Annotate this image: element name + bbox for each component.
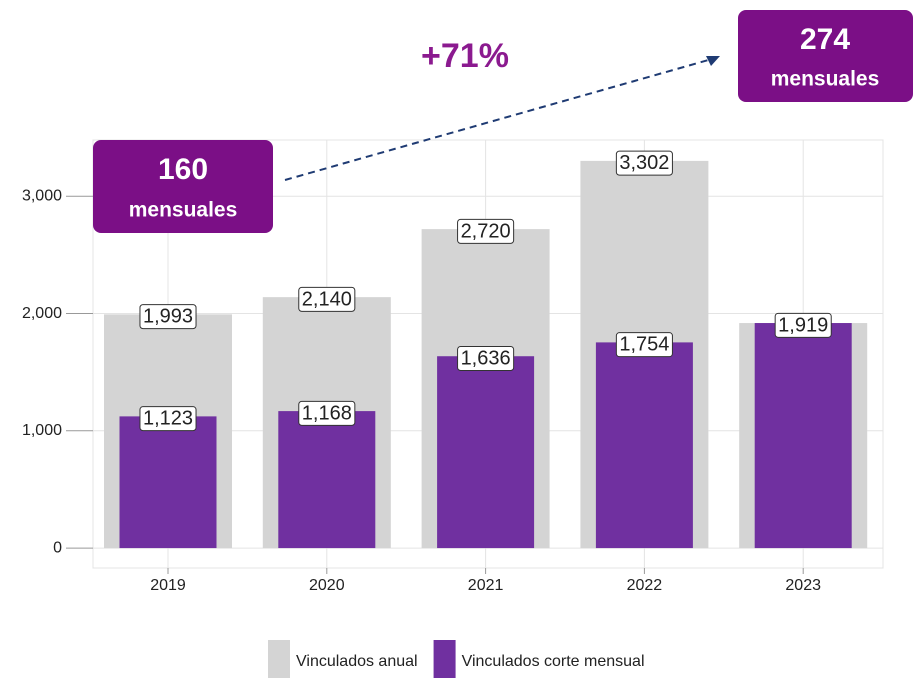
- end-box: [738, 10, 913, 102]
- legend-swatch: [268, 640, 290, 678]
- x-tick-label: 2022: [627, 577, 663, 594]
- bar: [437, 356, 535, 549]
- x-tick-label: 2021: [468, 577, 504, 594]
- x-tick-label: 2023: [785, 577, 821, 594]
- legend-label: Vinculados corte mensual: [462, 653, 645, 670]
- value-label-box: [139, 406, 197, 432]
- start-box: [93, 140, 273, 233]
- value-label: 1,636: [461, 348, 511, 370]
- value-label-box: [615, 332, 673, 358]
- value-label-box: [139, 304, 197, 330]
- end-value: 274: [800, 23, 850, 56]
- y-tick-label: 3,000: [22, 188, 62, 205]
- value-label-box: [298, 400, 356, 426]
- value-label: 1,168: [302, 402, 352, 424]
- value-label: 1,993: [143, 306, 193, 328]
- bar: [595, 342, 693, 549]
- value-label-box: [457, 346, 515, 372]
- value-label-box: [298, 286, 356, 312]
- value-label: 2,140: [302, 288, 352, 310]
- end-unit: mensuales: [771, 68, 880, 91]
- legend-swatch: [433, 640, 456, 678]
- y-tick-label: 1,000: [22, 422, 62, 439]
- value-label-box: [457, 218, 515, 244]
- value-label: 1,754: [619, 334, 669, 356]
- start-unit: mensuales: [129, 199, 238, 222]
- bar: [754, 323, 852, 549]
- x-tick-label: 2020: [309, 577, 345, 594]
- x-tick-label: 2019: [150, 577, 186, 594]
- y-tick-label: 2,000: [22, 305, 62, 322]
- value-label: 1,123: [143, 408, 193, 430]
- trend-arrow: [284, 58, 713, 181]
- legend-label: Vinculados anual: [296, 653, 418, 670]
- value-label-box: [774, 312, 832, 338]
- start-value: 160: [158, 153, 208, 186]
- value-label-box: [615, 150, 673, 176]
- y-tick-label: 0: [53, 539, 62, 556]
- value-label: 1,919: [778, 314, 828, 336]
- bar: [278, 411, 376, 549]
- value-label: 2,720: [461, 220, 511, 242]
- change-label: +71%: [421, 37, 509, 75]
- arrow-head: [706, 56, 720, 66]
- bar: [119, 416, 217, 549]
- value-label: 3,302: [619, 152, 669, 174]
